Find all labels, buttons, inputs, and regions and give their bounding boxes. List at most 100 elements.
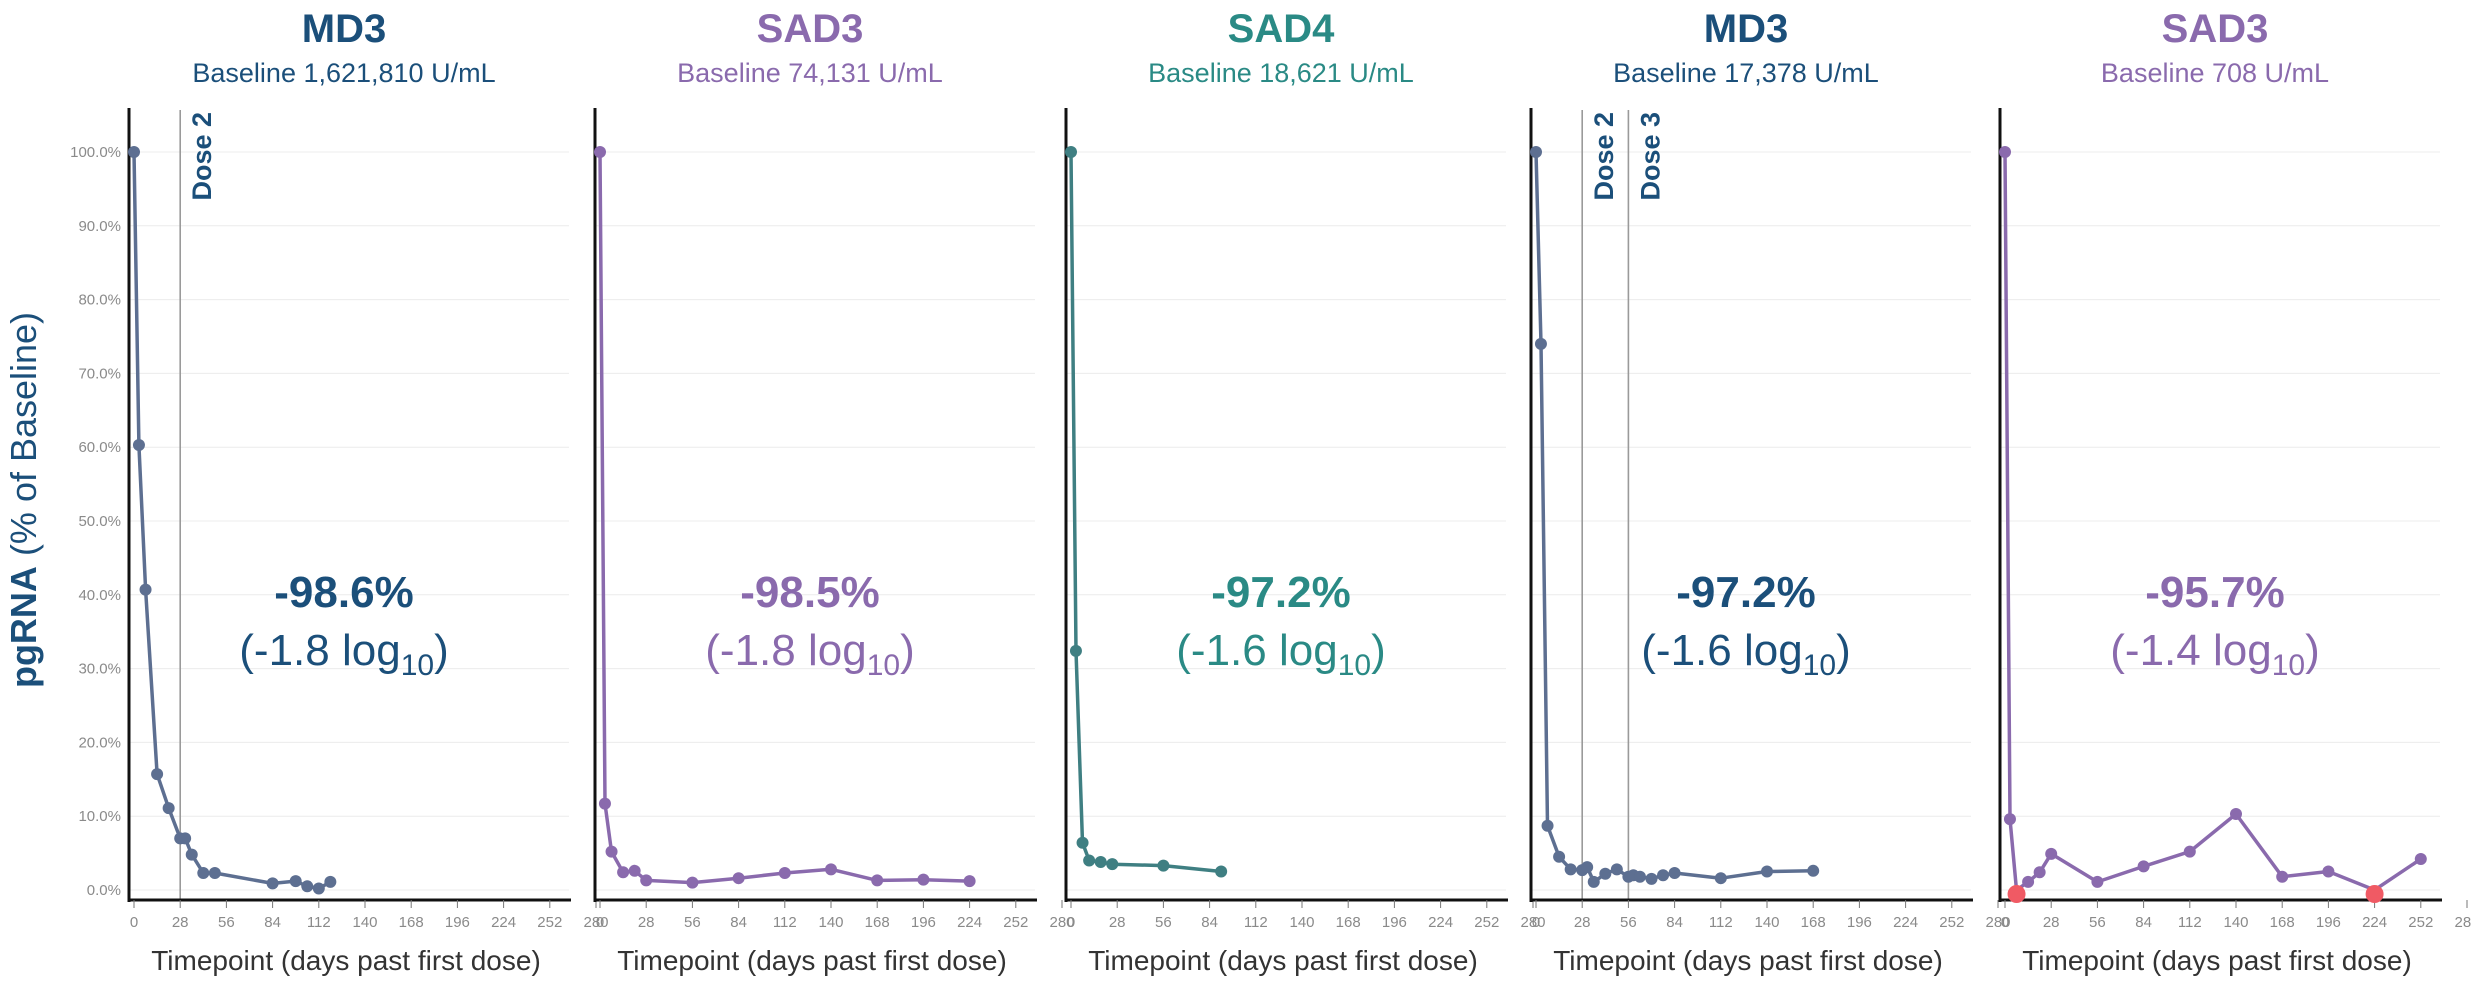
panel-subtitle: Baseline 74,131 U/mL (677, 58, 943, 88)
data-point (1999, 146, 2011, 158)
x-tick-label: 196 (445, 914, 470, 931)
x-tick-label: 168 (865, 914, 890, 931)
x-tick-label: 84 (264, 914, 281, 931)
y-tick-label: 90.0% (78, 218, 121, 235)
reduction-log: (-1.8 log10) (705, 626, 914, 682)
x-axis-label: Timepoint (days past first dose) (151, 945, 541, 976)
x-tick-label: 280 (1520, 914, 1545, 931)
x-tick-label: 196 (1847, 914, 1872, 931)
x-axis-label: Timepoint (days past first dose) (1088, 945, 1478, 976)
data-point (594, 146, 606, 158)
data-point (628, 864, 641, 877)
x-tick-label: 224 (491, 914, 516, 931)
dose-label: Dose 2 (1589, 112, 1619, 201)
x-axis-label: Timepoint (days past first dose) (617, 945, 1007, 976)
dose-label: Dose 2 (187, 112, 217, 201)
reduction-log-suffix: ) (900, 626, 915, 675)
x-tick-label: 252 (537, 914, 562, 931)
x-tick-label: 224 (957, 914, 982, 931)
panel-title: MD3 (1704, 7, 1788, 51)
x-tick-label: 112 (1709, 914, 1733, 931)
series-line (598, 151, 970, 885)
reduction-log-suffix: ) (434, 626, 449, 675)
panel-subtitle: Baseline 17,378 U/mL (1613, 58, 1879, 88)
x-tick-label: 280 (1049, 914, 1074, 931)
x-tick-label: 56 (684, 914, 701, 931)
x-tick-label: 84 (2135, 914, 2152, 931)
reduction-log-subscript: 10 (1338, 649, 1371, 682)
data-point (778, 867, 791, 880)
x-tick-label: 84 (1666, 914, 1683, 931)
series-line (1534, 151, 1814, 884)
data-point (2276, 870, 2289, 883)
panel-1: MD3 Baseline 1,621,810 U/mL Dose 2 0 28 56 84 1… (127, 7, 609, 976)
data-point (1083, 854, 1096, 867)
panel-subtitle: Baseline 18,621 U/mL (1148, 58, 1414, 88)
x-tick-label: 84 (730, 914, 747, 931)
data-point (871, 874, 884, 887)
x-tick-label: 28 (172, 914, 189, 931)
data-point (1610, 863, 1623, 876)
data-point (1553, 850, 1566, 863)
data-point (151, 768, 164, 781)
highlight-point (2365, 885, 2384, 903)
panel-3: SAD4 Baseline 18,621 U/mL 0 28 56 84 112 140 168… (1064, 7, 1546, 976)
x-tick-label: 168 (1801, 914, 1826, 931)
x-tick-label: 280 (2454, 914, 2471, 931)
data-point (1581, 861, 1594, 874)
x-tick-label: 280 (583, 914, 608, 931)
x-tick-label: 168 (1336, 914, 1361, 931)
data-point (197, 867, 210, 880)
data-point (1633, 870, 1646, 883)
reduction-percent: -98.6% (274, 568, 413, 617)
panel-subtitle: Baseline 1,621,810 U/mL (192, 58, 495, 88)
data-point (1587, 875, 1600, 888)
reduction-log: (-1.8 log10) (239, 626, 448, 682)
data-point (1668, 867, 1681, 880)
x-tick-label: 0 (130, 914, 138, 931)
x-tick-label: 196 (1382, 914, 1407, 931)
series-line (132, 151, 332, 891)
x-tick-label: 0 (596, 914, 604, 931)
dose-label: Dose 3 (1635, 112, 1665, 201)
data-point (162, 802, 175, 815)
data-point (301, 880, 314, 893)
panel-title: SAD3 (757, 7, 864, 51)
x-tick-label: 280 (1985, 914, 2010, 931)
reduction-log-subscript: 10 (2272, 649, 2305, 682)
reduction-log-prefix: (-1.6 log (1176, 626, 1337, 675)
data-point (1065, 146, 1077, 158)
x-tick-label: 140 (1289, 914, 1314, 931)
y-tick-label: 0.0% (87, 882, 121, 899)
data-point (179, 832, 192, 845)
reduction-log-suffix: ) (1836, 626, 1851, 675)
data-point (1599, 867, 1612, 880)
x-tick-label: 224 (1428, 914, 1453, 931)
data-point (617, 866, 630, 879)
x-tick-label: 168 (2270, 914, 2295, 931)
data-point (132, 438, 145, 451)
series-line (1069, 151, 1222, 874)
x-tick-label: 140 (818, 914, 843, 931)
reduction-log: (-1.4 log10) (2110, 626, 2319, 682)
panel-subtitle: Baseline 708 U/mL (2101, 58, 2329, 88)
x-tick-label: 84 (1201, 914, 1218, 931)
x-tick-label: 112 (2178, 914, 2202, 931)
panel-title: SAD4 (1228, 7, 1335, 51)
y-axis-label-rest: (% of Baseline) (3, 312, 44, 566)
data-point (2003, 813, 2016, 826)
panel-2: SAD3 Baseline 74,131 U/mL 0 28 56 84 112 140 168… (593, 7, 1075, 976)
panel-5: SAD3 Baseline 708 U/mL 0 28 56 84 112 140 168 196… (1998, 7, 2471, 976)
x-tick-label: 112 (773, 914, 797, 931)
x-tick-label: 196 (911, 914, 936, 931)
data-point (208, 867, 221, 880)
data-point (917, 873, 930, 886)
y-tick-label: 40.0% (78, 587, 121, 604)
reduction-percent: -95.7% (2145, 568, 2284, 617)
data-point (2183, 845, 2196, 858)
reduction-log: (-1.6 log10) (1176, 626, 1385, 682)
x-tick-label: 140 (1754, 914, 1779, 931)
data-point (1761, 865, 1773, 878)
reduction-percent: -98.5% (740, 568, 879, 617)
reduction-log-subscript: 10 (401, 649, 434, 682)
